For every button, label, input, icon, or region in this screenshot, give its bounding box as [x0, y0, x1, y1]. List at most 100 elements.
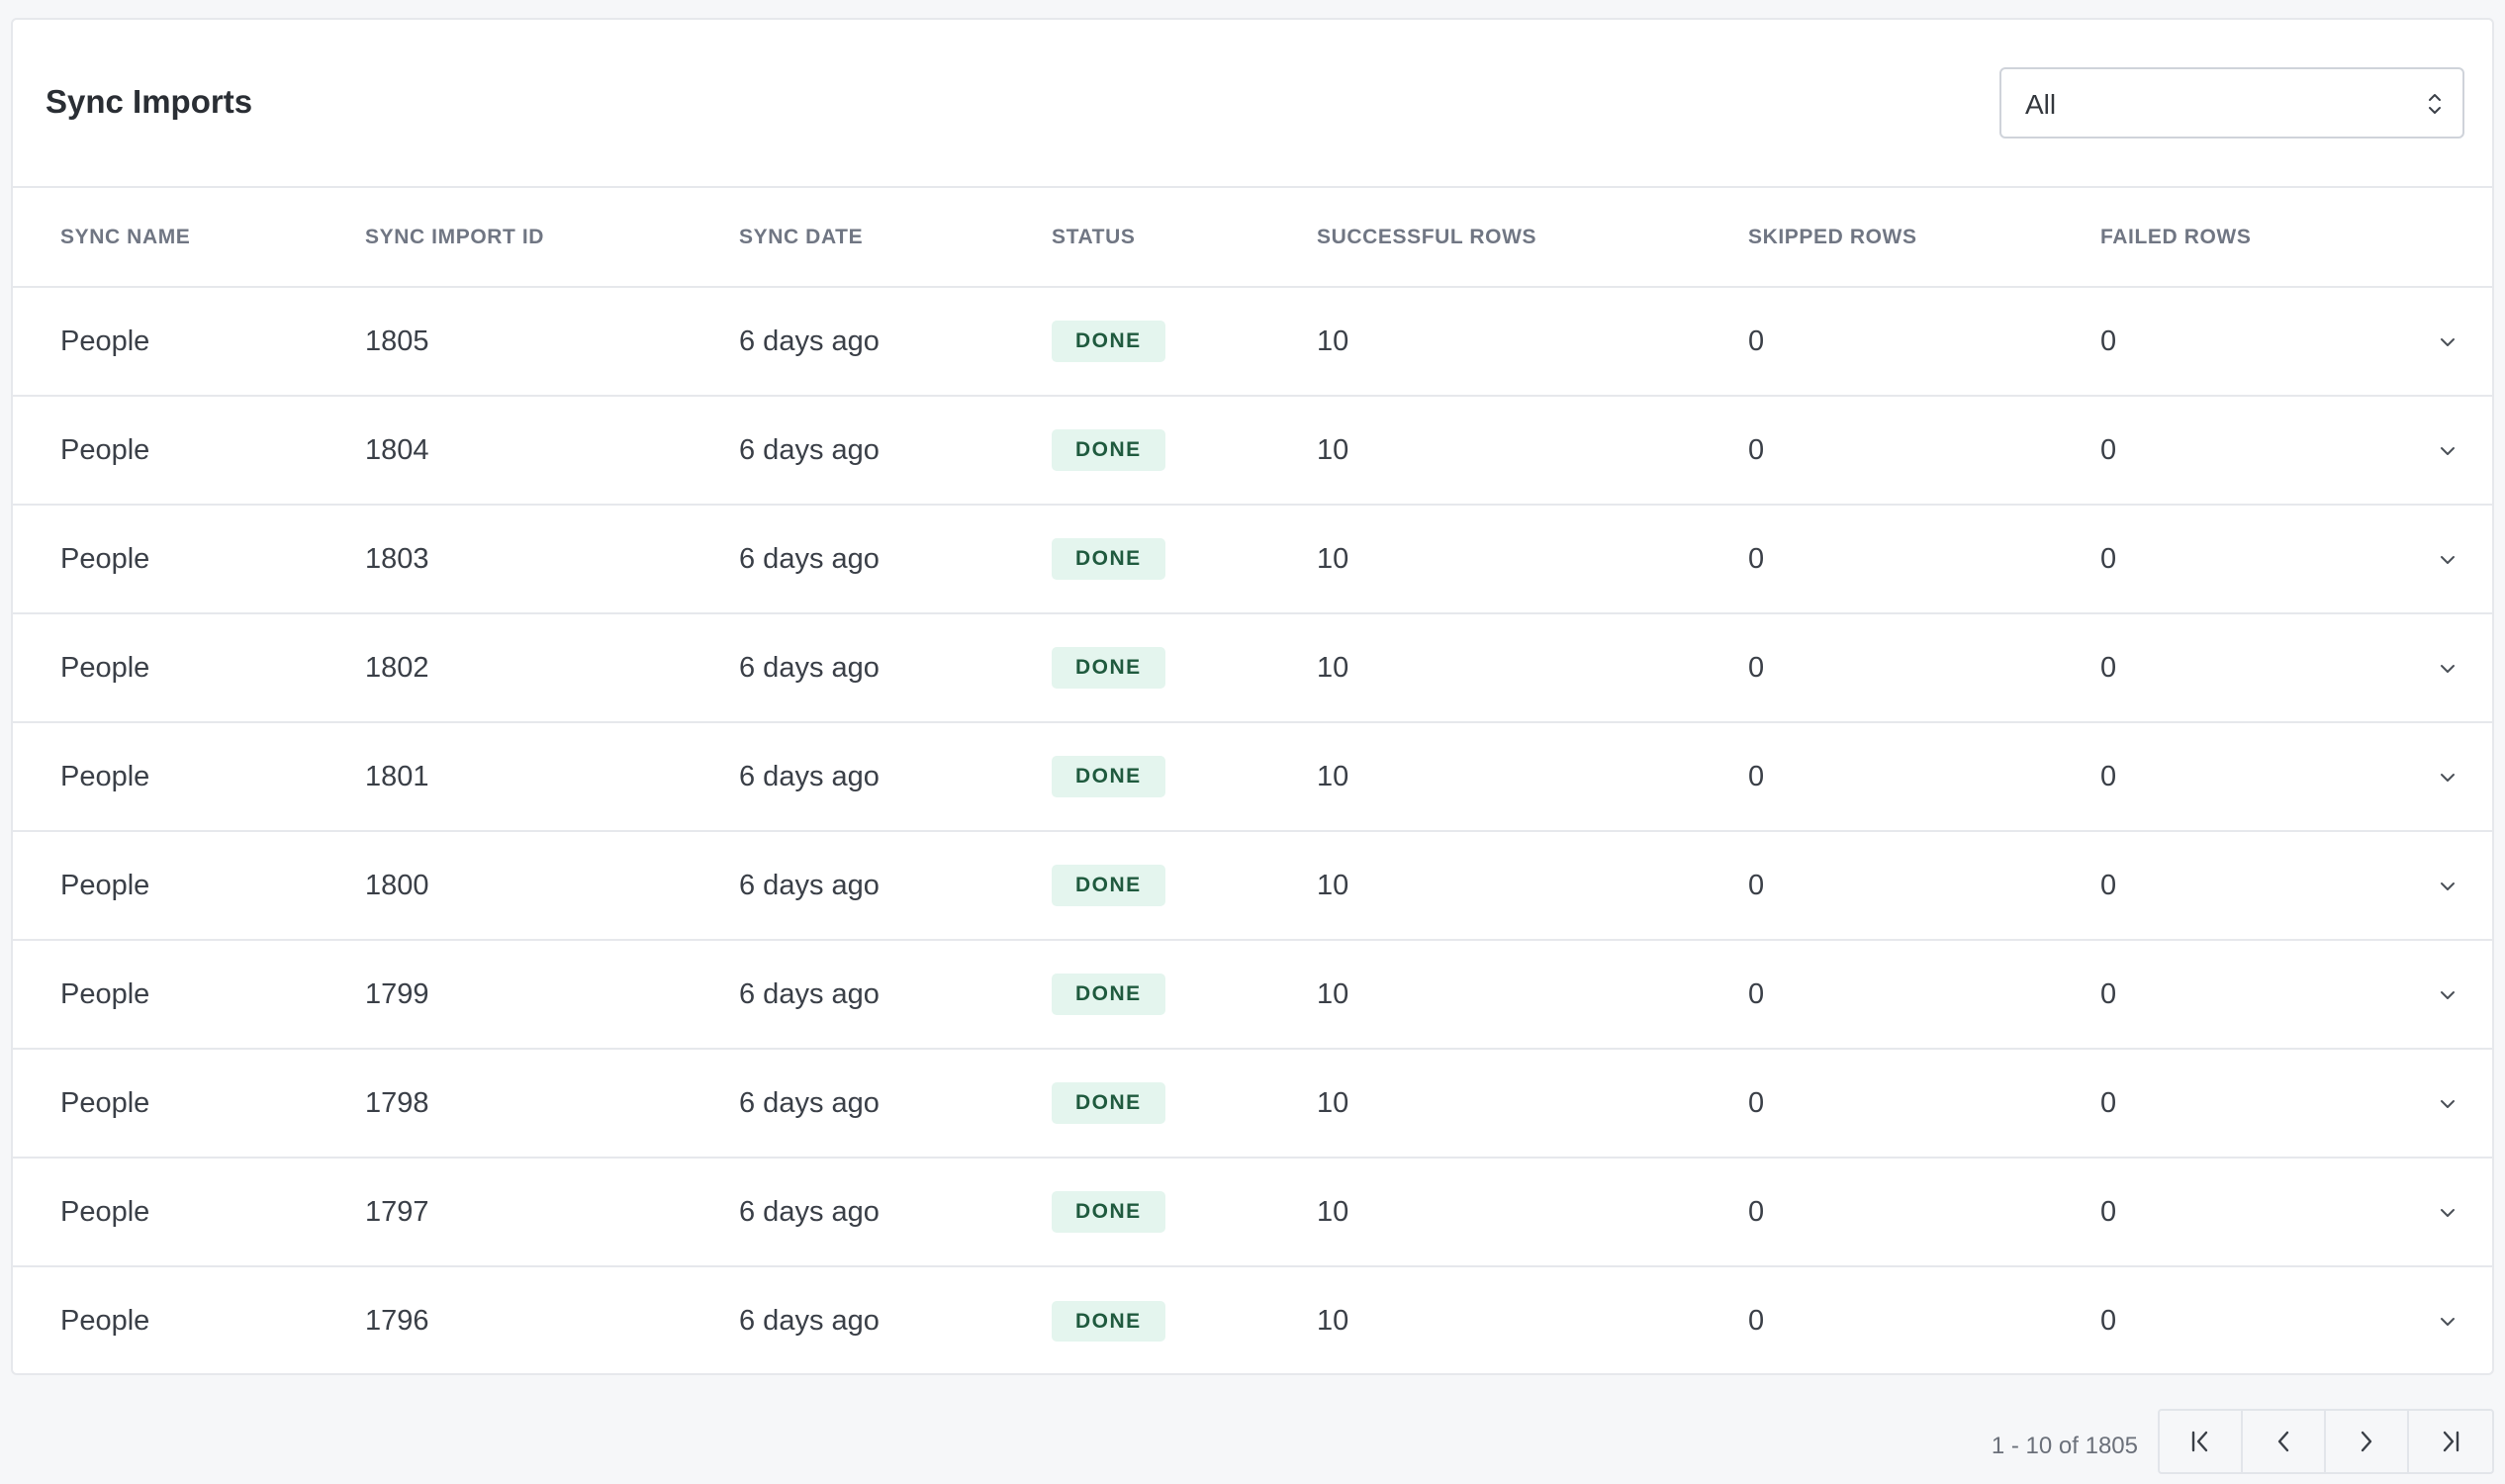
- sync-name-cell: People: [60, 977, 150, 1010]
- status-cell: DONE: [1004, 287, 1269, 396]
- expand-cell[interactable]: [2369, 940, 2492, 1049]
- sync-date-cell: 6 days ago: [739, 433, 880, 466]
- pagination: 1 - 10 of 1805: [1991, 1409, 2494, 1474]
- status-badge: DONE: [1052, 756, 1165, 797]
- sync-imports-card: Sync Imports All SYNC NAME SYNC IMPORT I…: [11, 18, 2494, 1375]
- column-header-status: STATUS: [1004, 188, 1269, 288]
- sync-name-cell: People: [60, 1305, 150, 1337]
- table-row[interactable]: People 1804 6 days ago DONE 10 0 0: [13, 396, 2492, 505]
- chevron-down-icon[interactable]: [2437, 444, 2459, 458]
- successful-rows-cell: 10: [1317, 433, 1349, 466]
- successful-rows-cell: 10: [1317, 760, 1349, 792]
- status-cell: DONE: [1004, 1158, 1269, 1266]
- sync-import-id-cell: 1803: [365, 542, 429, 575]
- expand-cell[interactable]: [2369, 613, 2492, 722]
- status-cell: DONE: [1004, 940, 1269, 1049]
- first-page-button[interactable]: [2160, 1411, 2243, 1472]
- last-page-button[interactable]: [2409, 1411, 2492, 1472]
- sync-date-cell: 6 days ago: [739, 325, 880, 357]
- successful-rows-cell: 10: [1317, 977, 1349, 1010]
- expand-cell[interactable]: [2369, 1049, 2492, 1158]
- column-header-expand: [2369, 188, 2492, 288]
- column-header-skipped-rows: SKIPPED ROWS: [1701, 188, 2053, 288]
- failed-rows-cell: 0: [2100, 1086, 2117, 1119]
- chevron-down-icon[interactable]: [2437, 880, 2459, 893]
- table-row[interactable]: People 1796 6 days ago DONE 10 0 0: [13, 1266, 2492, 1373]
- select-arrows-icon: [2429, 94, 2441, 114]
- table-row[interactable]: People 1798 6 days ago DONE 10 0 0: [13, 1049, 2492, 1158]
- successful-rows-cell: 10: [1317, 869, 1349, 901]
- sync-date-cell: 6 days ago: [739, 760, 880, 792]
- table-row[interactable]: People 1805 6 days ago DONE 10 0 0: [13, 287, 2492, 396]
- status-badge: DONE: [1052, 865, 1165, 906]
- skipped-rows-cell: 0: [1748, 760, 1765, 792]
- sync-date-cell: 6 days ago: [739, 869, 880, 901]
- expand-cell[interactable]: [2369, 287, 2492, 396]
- table-row[interactable]: People 1797 6 days ago DONE 10 0 0: [13, 1158, 2492, 1266]
- sync-import-id-cell: 1797: [365, 1195, 429, 1228]
- table-row[interactable]: People 1801 6 days ago DONE 10 0 0: [13, 722, 2492, 831]
- table-row[interactable]: People 1799 6 days ago DONE 10 0 0: [13, 940, 2492, 1049]
- sync-import-id-cell: 1802: [365, 651, 429, 684]
- column-header-sync-name: SYNC NAME: [13, 188, 318, 288]
- status-badge: DONE: [1052, 429, 1165, 471]
- next-page-button[interactable]: [2326, 1411, 2409, 1472]
- failed-rows-cell: 0: [2100, 325, 2117, 357]
- status-filter-select[interactable]: All: [1999, 67, 2464, 139]
- successful-rows-cell: 10: [1317, 1305, 1349, 1337]
- chevron-down-icon[interactable]: [2437, 1097, 2459, 1111]
- column-header-successful-rows: SUCCESSFUL ROWS: [1269, 188, 1701, 288]
- expand-cell[interactable]: [2369, 1158, 2492, 1266]
- status-cell: DONE: [1004, 505, 1269, 613]
- previous-page-button[interactable]: [2243, 1411, 2326, 1472]
- pagination-label: 1 - 10 of 1805: [1991, 1433, 2138, 1459]
- skipped-rows-cell: 0: [1748, 1195, 1765, 1228]
- expand-cell[interactable]: [2369, 505, 2492, 613]
- previous-page-icon: [2277, 1431, 2289, 1452]
- expand-cell[interactable]: [2369, 831, 2492, 940]
- skipped-rows-cell: 0: [1748, 869, 1765, 901]
- expand-cell[interactable]: [2369, 396, 2492, 505]
- chevron-down-icon[interactable]: [2437, 1315, 2459, 1329]
- sync-name-cell: People: [60, 1195, 150, 1228]
- chevron-down-icon[interactable]: [2437, 553, 2459, 567]
- sync-name-cell: People: [60, 542, 150, 575]
- card-header: Sync Imports All: [13, 20, 2492, 188]
- column-header-failed-rows: FAILED ROWS: [2053, 188, 2369, 288]
- table-row[interactable]: People 1800 6 days ago DONE 10 0 0: [13, 831, 2492, 940]
- expand-cell[interactable]: [2369, 1266, 2492, 1373]
- chevron-down-icon[interactable]: [2437, 662, 2459, 676]
- expand-cell[interactable]: [2369, 722, 2492, 831]
- last-page-icon: [2443, 1431, 2459, 1452]
- sync-import-id-cell: 1801: [365, 760, 429, 792]
- sync-import-id-cell: 1800: [365, 869, 429, 901]
- table-row[interactable]: People 1803 6 days ago DONE 10 0 0: [13, 505, 2492, 613]
- chevron-down-icon[interactable]: [2437, 335, 2459, 349]
- table-header-row: SYNC NAME SYNC IMPORT ID SYNC DATE STATU…: [13, 188, 2492, 288]
- failed-rows-cell: 0: [2100, 433, 2117, 466]
- status-badge: DONE: [1052, 1300, 1165, 1343]
- skipped-rows-cell: 0: [1748, 977, 1765, 1010]
- successful-rows-cell: 10: [1317, 542, 1349, 575]
- chevron-down-icon[interactable]: [2437, 1206, 2459, 1220]
- status-cell: DONE: [1004, 396, 1269, 505]
- next-page-icon: [2361, 1431, 2372, 1452]
- status-badge: DONE: [1052, 647, 1165, 689]
- skipped-rows-cell: 0: [1748, 325, 1765, 357]
- table-row[interactable]: People 1802 6 days ago DONE 10 0 0: [13, 613, 2492, 722]
- status-cell: DONE: [1004, 1049, 1269, 1158]
- failed-rows-cell: 0: [2100, 651, 2117, 684]
- sync-import-id-cell: 1798: [365, 1086, 429, 1119]
- column-header-sync-date: SYNC DATE: [692, 188, 1004, 288]
- sync-date-cell: 6 days ago: [739, 1305, 880, 1337]
- status-badge: DONE: [1052, 538, 1165, 580]
- chevron-down-icon[interactable]: [2437, 771, 2459, 785]
- pagination-buttons: [2158, 1409, 2494, 1474]
- sync-date-cell: 6 days ago: [739, 542, 880, 575]
- status-badge: DONE: [1052, 1191, 1165, 1233]
- sync-import-id-cell: 1805: [365, 325, 429, 357]
- status-badge: DONE: [1052, 1082, 1165, 1124]
- chevron-down-icon[interactable]: [2437, 988, 2459, 1002]
- status-cell: DONE: [1004, 1266, 1269, 1373]
- skipped-rows-cell: 0: [1748, 433, 1765, 466]
